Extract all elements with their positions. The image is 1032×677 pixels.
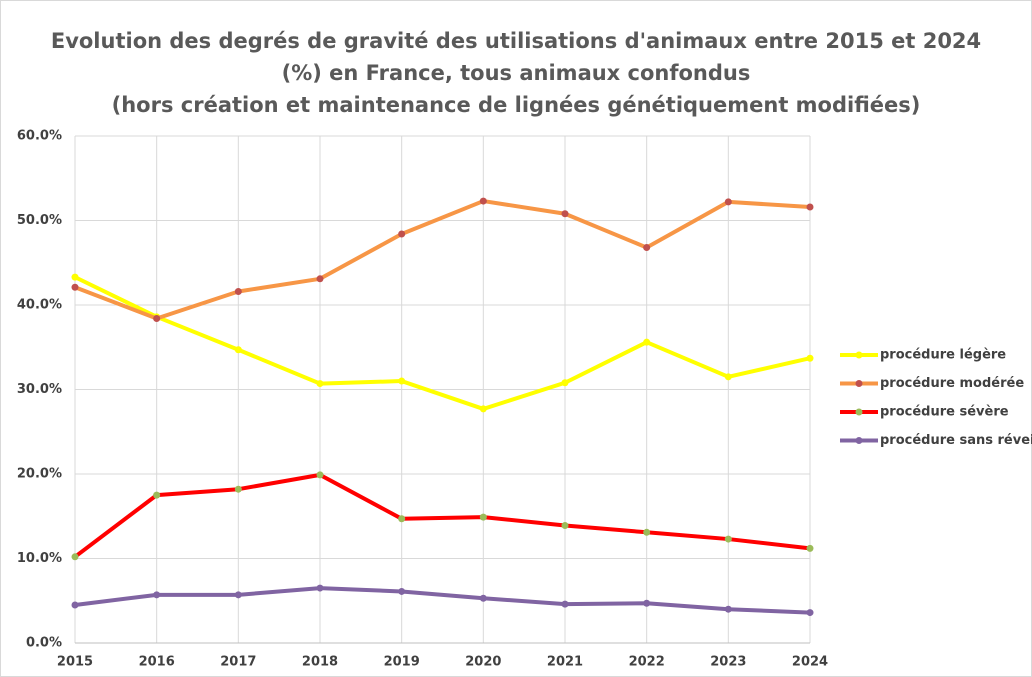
data-point	[479, 513, 487, 521]
data-point	[234, 591, 242, 599]
data-point	[316, 275, 324, 283]
data-point	[398, 587, 406, 595]
data-point	[643, 244, 651, 252]
data-point	[806, 354, 814, 362]
data-point	[724, 605, 732, 613]
x-tick-label: 2016	[139, 655, 175, 670]
series-line	[73, 472, 811, 559]
data-point	[234, 485, 242, 493]
data-point	[234, 346, 242, 354]
data-point	[724, 373, 732, 381]
data-point	[71, 273, 79, 281]
data-point	[316, 471, 324, 479]
legend-marker	[855, 380, 863, 387]
x-tick-label: 2024	[792, 655, 828, 670]
series-line	[74, 199, 811, 321]
chart-title: (hors création et maintenance de lignées…	[112, 93, 921, 117]
x-tick-label: 2023	[710, 655, 746, 670]
y-tick-label: 20.0%	[17, 467, 62, 482]
y-tick-label: 10.0%	[17, 551, 62, 566]
data-point	[316, 380, 324, 388]
legend-label: procédure sans réveil	[880, 433, 1032, 448]
data-point	[806, 544, 814, 552]
data-point	[234, 287, 242, 295]
y-tick-label: 0.0%	[26, 636, 62, 651]
legend-marker	[855, 437, 863, 444]
y-tick-label: 50.0%	[17, 213, 62, 228]
data-point	[398, 377, 406, 385]
data-point	[724, 198, 732, 206]
data-point	[71, 601, 79, 609]
data-point	[479, 405, 487, 413]
data-point	[153, 315, 161, 323]
data-point	[153, 591, 161, 599]
data-point	[398, 515, 406, 523]
data-point	[153, 491, 161, 499]
x-tick-label: 2018	[302, 655, 338, 670]
data-point	[479, 594, 487, 602]
data-point	[316, 584, 324, 592]
data-point	[398, 230, 406, 238]
x-tick-label: 2019	[384, 655, 420, 670]
x-tick-label: 2022	[629, 655, 665, 670]
data-point	[561, 210, 569, 218]
y-tick-label: 60.0%	[17, 129, 62, 144]
x-tick-label: 2017	[220, 655, 256, 670]
series-line	[74, 586, 811, 615]
data-point	[561, 379, 569, 387]
y-tick-label: 40.0%	[17, 298, 62, 313]
x-tick-label: 2015	[57, 655, 93, 670]
x-tick-label: 2020	[465, 655, 501, 670]
data-point	[806, 203, 814, 211]
chart-title: Evolution des degrés de gravité des util…	[51, 29, 981, 53]
data-point	[479, 197, 487, 205]
legend-label: procédure modérée	[880, 376, 1024, 391]
legend-marker	[855, 351, 863, 359]
legend-marker	[855, 408, 863, 416]
data-point	[643, 599, 651, 607]
data-point	[724, 535, 732, 543]
data-point	[806, 609, 814, 617]
data-point	[643, 528, 651, 536]
data-point	[643, 338, 651, 346]
legend-label: procédure légère	[880, 348, 1006, 363]
x-tick-label: 2021	[547, 655, 583, 670]
chart-title: (%) en France, tous animaux confondus	[282, 61, 751, 85]
data-point	[561, 522, 569, 530]
y-tick-label: 30.0%	[17, 382, 62, 397]
legend-label: procédure sévère	[880, 405, 1009, 420]
data-point	[71, 283, 79, 291]
data-point	[561, 600, 569, 608]
series-line	[74, 275, 811, 411]
data-point	[71, 553, 79, 561]
